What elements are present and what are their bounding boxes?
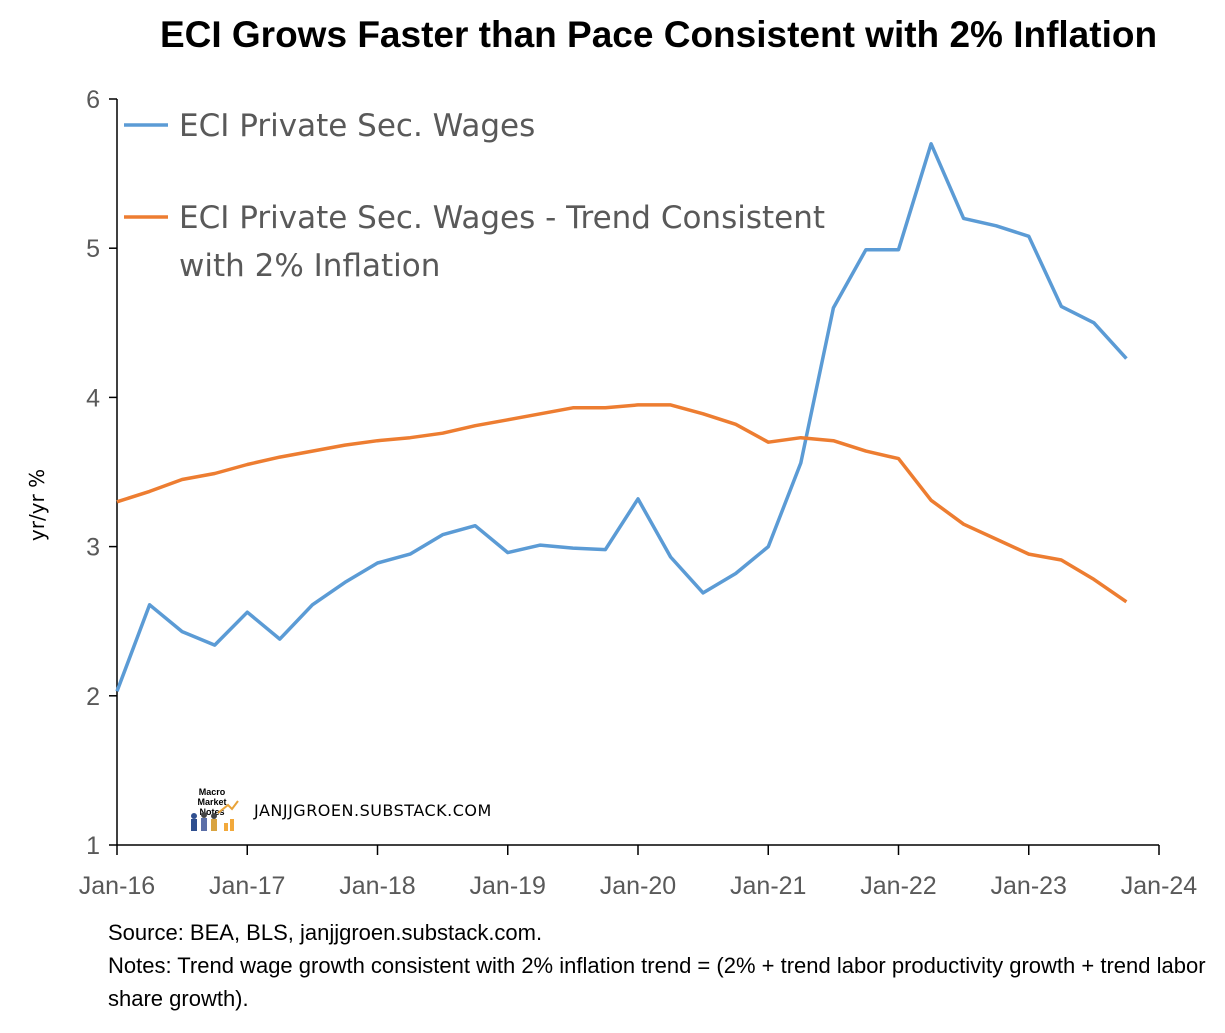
source-notes: Source: BEA, BLS, janjjgroen.substack.co…	[108, 916, 1208, 1015]
y-tick-label: 6	[86, 86, 100, 114]
watermark-text: JANJJGROEN.SUBSTACK.COM	[254, 800, 492, 820]
x-tick-label: Jan-19	[470, 872, 546, 900]
series-line-1	[115, 142, 1128, 692]
x-tick-label: Jan-16	[79, 872, 155, 900]
series-layer	[115, 142, 1128, 692]
chart-title: ECI Grows Faster than Pace Consistent wi…	[159, 14, 1158, 55]
x-tick-label: Jan-24	[1121, 872, 1198, 900]
x-tick-label: Jan-21	[730, 872, 806, 900]
legend-label-2: with 2% Inflation	[179, 248, 440, 284]
y-tick-label: 4	[86, 384, 100, 412]
y-tick-label: 2	[86, 683, 100, 711]
y-axis-ticks: 1 2 3 4 5 6	[86, 86, 117, 860]
y-tick-label: 5	[86, 235, 100, 263]
legend-label-1: ECI Private Sec. Wages	[179, 108, 535, 144]
x-tick-label: Jan-18	[339, 872, 415, 900]
macro-market-notes-logo: Macro Market Notes	[184, 783, 240, 837]
series-line-2	[116, 403, 1128, 604]
legend: ECI Private Sec. Wages ECI Private Sec. W…	[124, 108, 825, 284]
logo-text: Macro Market Notes	[197, 787, 227, 817]
source-line: Source: BEA, BLS, janjjgroen.substack.co…	[108, 920, 543, 945]
y-axis-label: yr/yr %	[25, 469, 49, 541]
x-tick-label: Jan-20	[600, 872, 676, 900]
x-tick-label: Jan-17	[209, 872, 285, 900]
y-tick-label: 1	[86, 832, 100, 860]
x-axis-ticks: Jan-16 Jan-17 Jan-18 Jan-19 Jan-20 Jan-21 Jan-…	[79, 845, 1198, 900]
x-tick-label: Jan-22	[860, 872, 936, 900]
notes-text: Notes: Trend wage growth consistent with…	[108, 953, 1206, 1011]
watermark: Macro Market Notes JANJJGROEN.SUBSTACK.C…	[184, 783, 492, 837]
legend-label-2: ECI Private Sec. Wages - Trend Consisten…	[179, 200, 825, 236]
y-tick-label: 3	[86, 534, 100, 562]
x-tick-label: Jan-23	[991, 872, 1067, 900]
